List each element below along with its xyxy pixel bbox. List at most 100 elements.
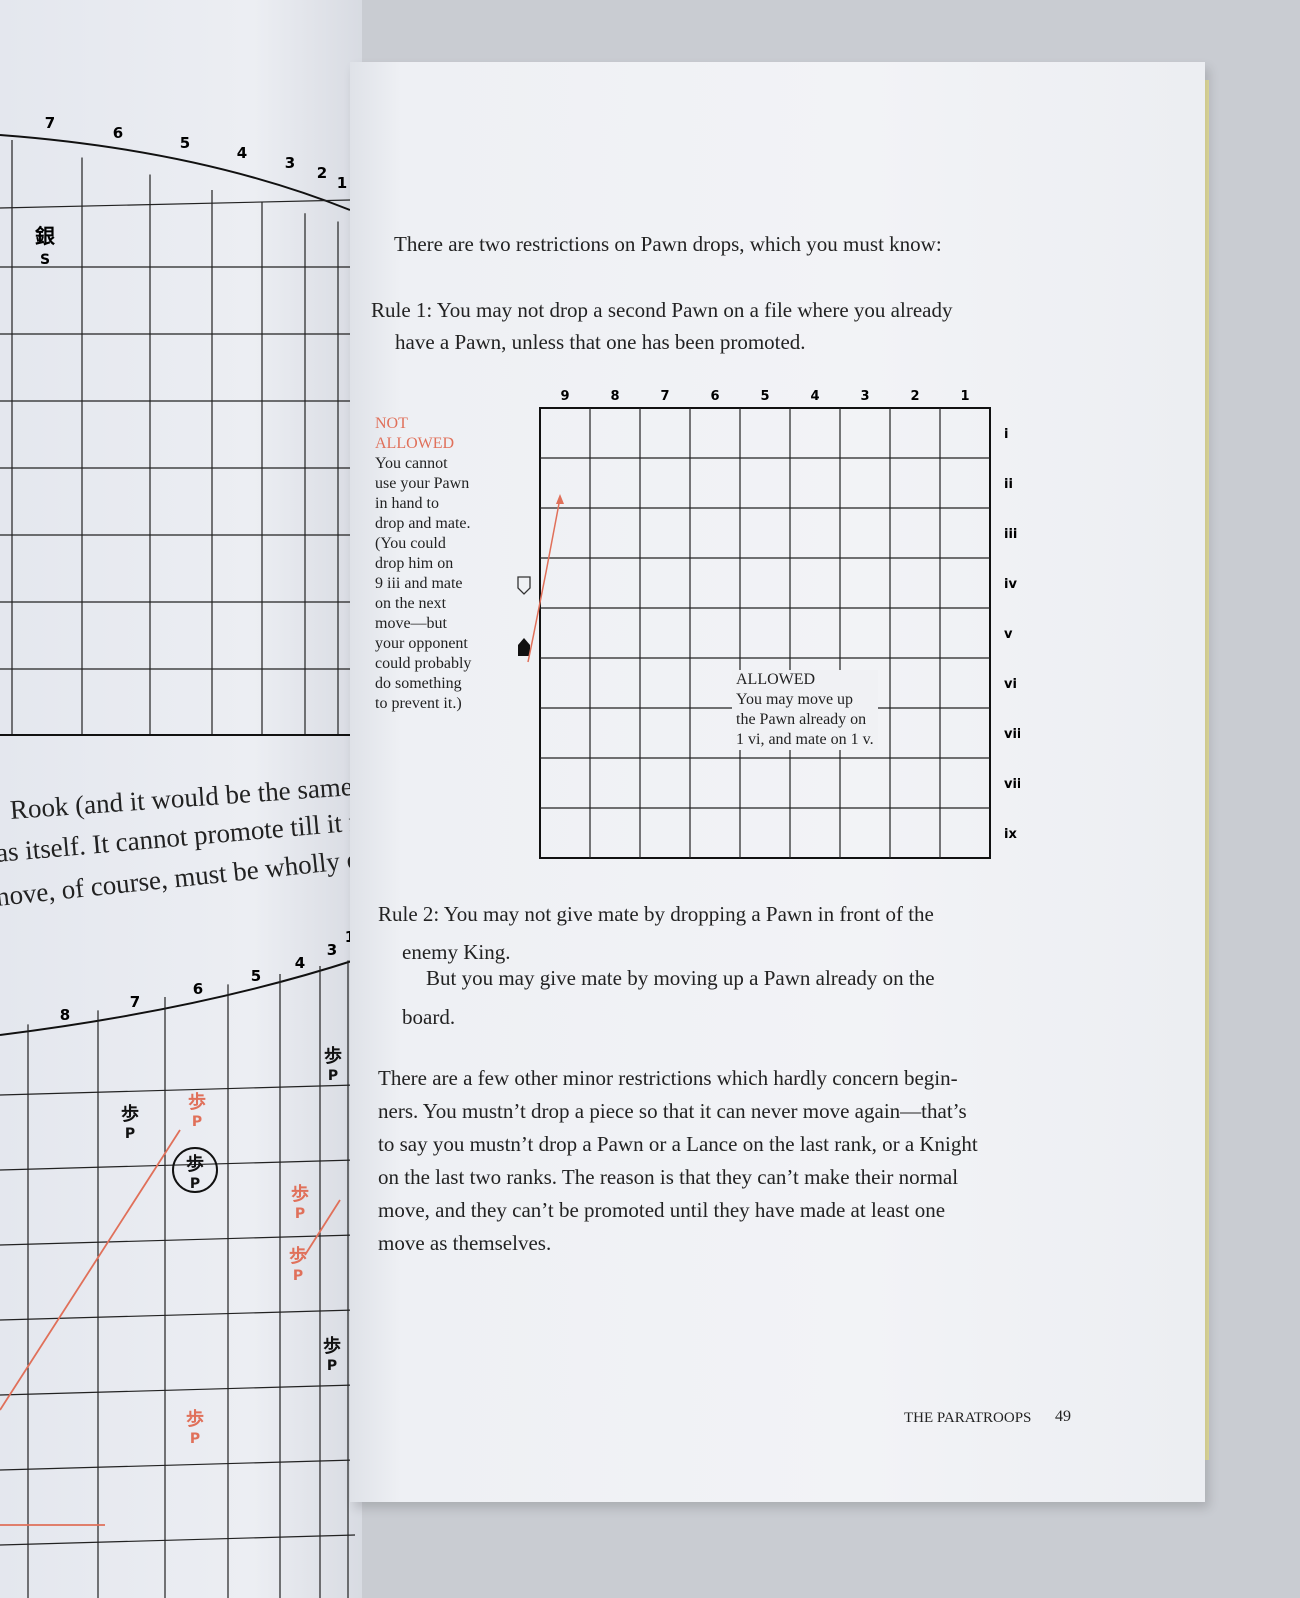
- piece-kanji: 歩: [186, 1154, 204, 1175]
- not-allowed-line: drop him on: [375, 555, 454, 572]
- piece-kanji: 歩: [323, 1336, 341, 1357]
- piece-label: P: [293, 1268, 303, 1284]
- file-label: 6: [710, 389, 719, 404]
- not-allowed-line: drop and mate.: [375, 515, 471, 532]
- piece-kanji: 歩: [324, 1046, 342, 1067]
- piece-kanji: 歩: [121, 1104, 139, 1125]
- rank-label: vi: [1004, 677, 1017, 692]
- not-allowed-line: could probably: [375, 655, 472, 672]
- piece-kanji: 歩: [291, 1184, 309, 1205]
- rank-label: vii: [1004, 727, 1020, 742]
- not-allowed-line: You cannot: [375, 455, 448, 472]
- board-top-edge: [0, 959, 356, 1036]
- file-label: 3: [285, 154, 295, 172]
- file-label: 4: [295, 954, 305, 972]
- rule2-text: enemy King.: [402, 940, 511, 964]
- paragraph-line: on the last two ranks. The reason is tha…: [378, 1165, 959, 1189]
- paragraph-line: to say you mustn’t drop a Pawn or a Lanc…: [378, 1132, 978, 1156]
- file-label: 4: [810, 389, 819, 404]
- paragraph-line: move as themselves.: [378, 1231, 552, 1255]
- rank-line: [0, 1159, 356, 1171]
- left-page-boards: 7654321銀S8765431歩P歩P歩P歩P歩P歩P歩P歩P: [0, 114, 356, 1598]
- not-allowed-line: (You could: [375, 535, 446, 552]
- paragraph-line: There are a few other minor restrictions…: [378, 1066, 958, 1090]
- file-label: 7: [45, 114, 55, 132]
- not-allowed-line: in hand to: [375, 495, 439, 512]
- rank-line: [0, 1309, 356, 1321]
- file-label: 7: [660, 389, 669, 404]
- rank-label: i: [1004, 427, 1008, 442]
- rule2-text: board.: [402, 1005, 456, 1029]
- not-allowed-title: NOT: [375, 415, 408, 432]
- right-page: There are two restrictions on Pawn drops…: [350, 62, 1205, 1502]
- not-allowed-line: your opponent: [375, 635, 468, 652]
- rank-line: [0, 1459, 356, 1471]
- allowed-line: the Pawn already on: [736, 711, 867, 728]
- not-allowed-line: do something: [375, 675, 462, 692]
- allowed-line: You may move up: [736, 691, 854, 708]
- piece-label: P: [125, 1126, 135, 1142]
- file-label: 4: [237, 144, 247, 162]
- not-allowed-line: on the next: [375, 595, 447, 612]
- arrow-head-icon: [556, 494, 564, 504]
- piece-label: P: [328, 1068, 338, 1084]
- piece-kanji: 銀: [35, 224, 55, 248]
- running-head: THE PARATROOPS: [904, 1410, 1032, 1426]
- not-allowed-line: to prevent it.): [375, 695, 462, 712]
- allowed-title: ALLOWED: [736, 671, 816, 688]
- not-allowed-note: NOT ALLOWED You cannot use your Pawn in ha…: [375, 414, 471, 714]
- rule1-text: have a Pawn, unless that one has been pr…: [395, 330, 806, 354]
- piece-kanji: 歩: [188, 1092, 206, 1113]
- board-border: [539, 407, 991, 859]
- circle-marker-icon: [172, 1147, 218, 1193]
- not-allowed-line: move—but: [375, 615, 447, 632]
- piece-kanji: 歩: [186, 1409, 204, 1430]
- paragraph-line: ners. You mustn’t drop a piece so that i…: [378, 1099, 967, 1123]
- rule2-text: But you may give mate by moving up a Paw…: [426, 966, 935, 990]
- file-label: 6: [193, 980, 203, 998]
- page-number: 49: [1055, 1408, 1071, 1425]
- file-label: 1: [960, 389, 969, 404]
- allowed-line: 1 vi, and mate on 1 v.: [736, 731, 874, 748]
- piece-label: P: [327, 1358, 337, 1374]
- file-label: 5: [760, 389, 769, 404]
- file-label: 2: [317, 164, 327, 182]
- not-allowed-title: ALLOWED: [375, 435, 455, 452]
- rank-label: ix: [1004, 827, 1017, 842]
- body-paragraph: There are a few other minor restrictions…: [378, 1062, 978, 1260]
- piece-label: S: [40, 252, 50, 268]
- paragraph-line: move, and they can’t be promoted until t…: [378, 1198, 946, 1222]
- file-label: 5: [180, 134, 190, 152]
- file-label: 3: [860, 389, 869, 404]
- allowed-note: ALLOWED You may move up the Pawn already …: [732, 670, 878, 750]
- piece-label: P: [192, 1114, 202, 1130]
- rank-line: [0, 1084, 356, 1096]
- rank-label: iii: [1004, 527, 1017, 542]
- rule2-text: Rule 2: You may not give mate by droppin…: [378, 902, 934, 926]
- rank-label: iv: [1004, 577, 1017, 592]
- file-label: 8: [60, 1006, 70, 1024]
- file-label: 6: [113, 124, 123, 142]
- file-label: 3: [327, 941, 337, 959]
- file-label: 5: [251, 967, 261, 985]
- shogi-diagram: 987654321iiiiiiivvviviiviiiix: [517, 389, 1020, 859]
- left-page: 7654321銀S8765431歩P歩P歩P歩P歩P歩P歩P歩P Rook (a…: [0, 0, 362, 1598]
- move-arrows: [0, 1129, 341, 1526]
- file-label: 7: [130, 993, 140, 1011]
- rank-line: [0, 1384, 356, 1396]
- piece-label: P: [190, 1431, 200, 1447]
- rank-label: v: [1004, 627, 1013, 642]
- rule1-text: Rule 1: You may not drop a second Pawn o…: [371, 298, 953, 322]
- board-top-edge: [0, 134, 351, 211]
- file-label: 1: [337, 174, 347, 192]
- rank-line: [0, 199, 351, 209]
- file-label: 9: [560, 389, 569, 404]
- page-edge: [1203, 80, 1209, 1460]
- rank-line: [0, 1534, 356, 1546]
- piece-kanji: 歩: [289, 1246, 307, 1267]
- intro-text: There are two restrictions on Pawn drops…: [394, 232, 942, 256]
- not-allowed-line: 9 iii and mate: [375, 575, 463, 592]
- rank-line: [0, 1234, 356, 1246]
- piece-label: P: [295, 1206, 305, 1222]
